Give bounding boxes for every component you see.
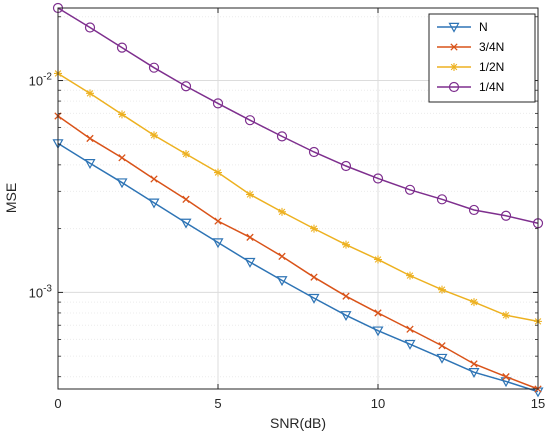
data-point-marker [212, 98, 224, 109]
series-1 [52, 139, 544, 398]
data-point-marker [182, 195, 190, 203]
series-layer [52, 2, 544, 398]
legend-label: 1/4N [479, 80, 504, 94]
data-point-marker [342, 292, 350, 300]
data-point-marker [244, 257, 256, 268]
data-point-marker [404, 339, 416, 350]
data-point-marker [86, 89, 94, 98]
data-point-marker [470, 360, 478, 368]
y-tick-label: 10-3 [29, 283, 53, 300]
data-point-marker [310, 224, 318, 233]
x-tick-label: 0 [54, 396, 61, 411]
series-4 [52, 2, 544, 229]
data-point-marker [340, 311, 352, 322]
data-point-marker [374, 255, 382, 264]
data-point-marker [340, 160, 352, 172]
data-point-marker [276, 276, 288, 287]
y-tick-label: 10-2 [29, 72, 53, 89]
data-point-marker [278, 207, 286, 216]
data-point-marker [438, 342, 446, 350]
data-point-marker [278, 252, 286, 260]
data-point-marker [116, 42, 128, 53]
data-point-marker [182, 150, 190, 159]
data-point-marker [246, 233, 254, 241]
plot-frame [57, 7, 539, 390]
data-point-marker [450, 43, 458, 51]
data-point-marker [470, 298, 478, 307]
series-line [57, 7, 539, 225]
data-point-marker [116, 178, 128, 189]
data-point-marker [500, 377, 512, 388]
data-point-marker [500, 210, 512, 221]
legend: N 3/4N 1/2N 1/4N [428, 13, 536, 103]
legend-item: 1/2N [437, 60, 504, 74]
data-point-marker [148, 198, 160, 209]
series-2 [54, 112, 542, 393]
data-point-marker [86, 134, 94, 143]
data-point-marker [180, 81, 192, 92]
legend-label: 1/2N [479, 60, 504, 74]
data-point-marker [244, 115, 256, 126]
data-point-marker [436, 353, 448, 364]
legend-item: N [437, 20, 488, 34]
data-point-marker [180, 218, 192, 229]
series-line [57, 72, 539, 323]
data-point-marker [308, 293, 320, 304]
data-point-marker [276, 131, 288, 142]
data-point-marker [118, 110, 126, 119]
x-tick-label: 15 [531, 396, 545, 411]
x-axis-label: SNR(dB) [270, 415, 326, 431]
x-tick-label: 5 [214, 396, 221, 411]
data-point-marker [406, 325, 414, 333]
x-tick-label: 10 [371, 396, 385, 411]
y-axis-label: MSE [3, 183, 19, 213]
data-point-marker [372, 326, 384, 337]
data-point-marker [150, 131, 158, 140]
data-point-marker [438, 285, 446, 294]
data-point-marker [246, 190, 254, 199]
data-point-marker [448, 81, 460, 93]
ticks: 0 5 10 15 10-3 10-2 [29, 8, 545, 411]
data-point-marker [342, 240, 350, 249]
data-point-marker [212, 238, 224, 249]
data-point-marker [84, 22, 96, 33]
series-line [57, 142, 539, 393]
series-line [57, 115, 539, 390]
data-point-marker [406, 271, 414, 280]
data-point-marker [308, 146, 320, 158]
data-point-marker [118, 154, 126, 162]
data-point-marker [448, 22, 460, 33]
legend-item: 1/4N [437, 80, 504, 94]
data-point-marker [436, 194, 448, 205]
data-point-marker [374, 309, 382, 317]
data-point-marker [150, 175, 158, 183]
legend-label: 3/4N [479, 40, 504, 54]
data-point-marker [84, 159, 96, 169]
data-point-marker [502, 373, 510, 381]
data-point-marker [214, 217, 222, 225]
data-point-marker [214, 168, 222, 177]
data-point-marker [310, 273, 318, 281]
data-point-marker [372, 173, 384, 184]
legend-label: N [479, 20, 488, 34]
data-point-marker [404, 184, 416, 195]
legend-item: 3/4N [437, 40, 504, 54]
data-point-marker [450, 63, 458, 71]
data-point-marker [468, 368, 480, 378]
data-point-marker [148, 62, 160, 73]
data-point-marker [502, 311, 510, 320]
data-point-marker [468, 204, 480, 216]
